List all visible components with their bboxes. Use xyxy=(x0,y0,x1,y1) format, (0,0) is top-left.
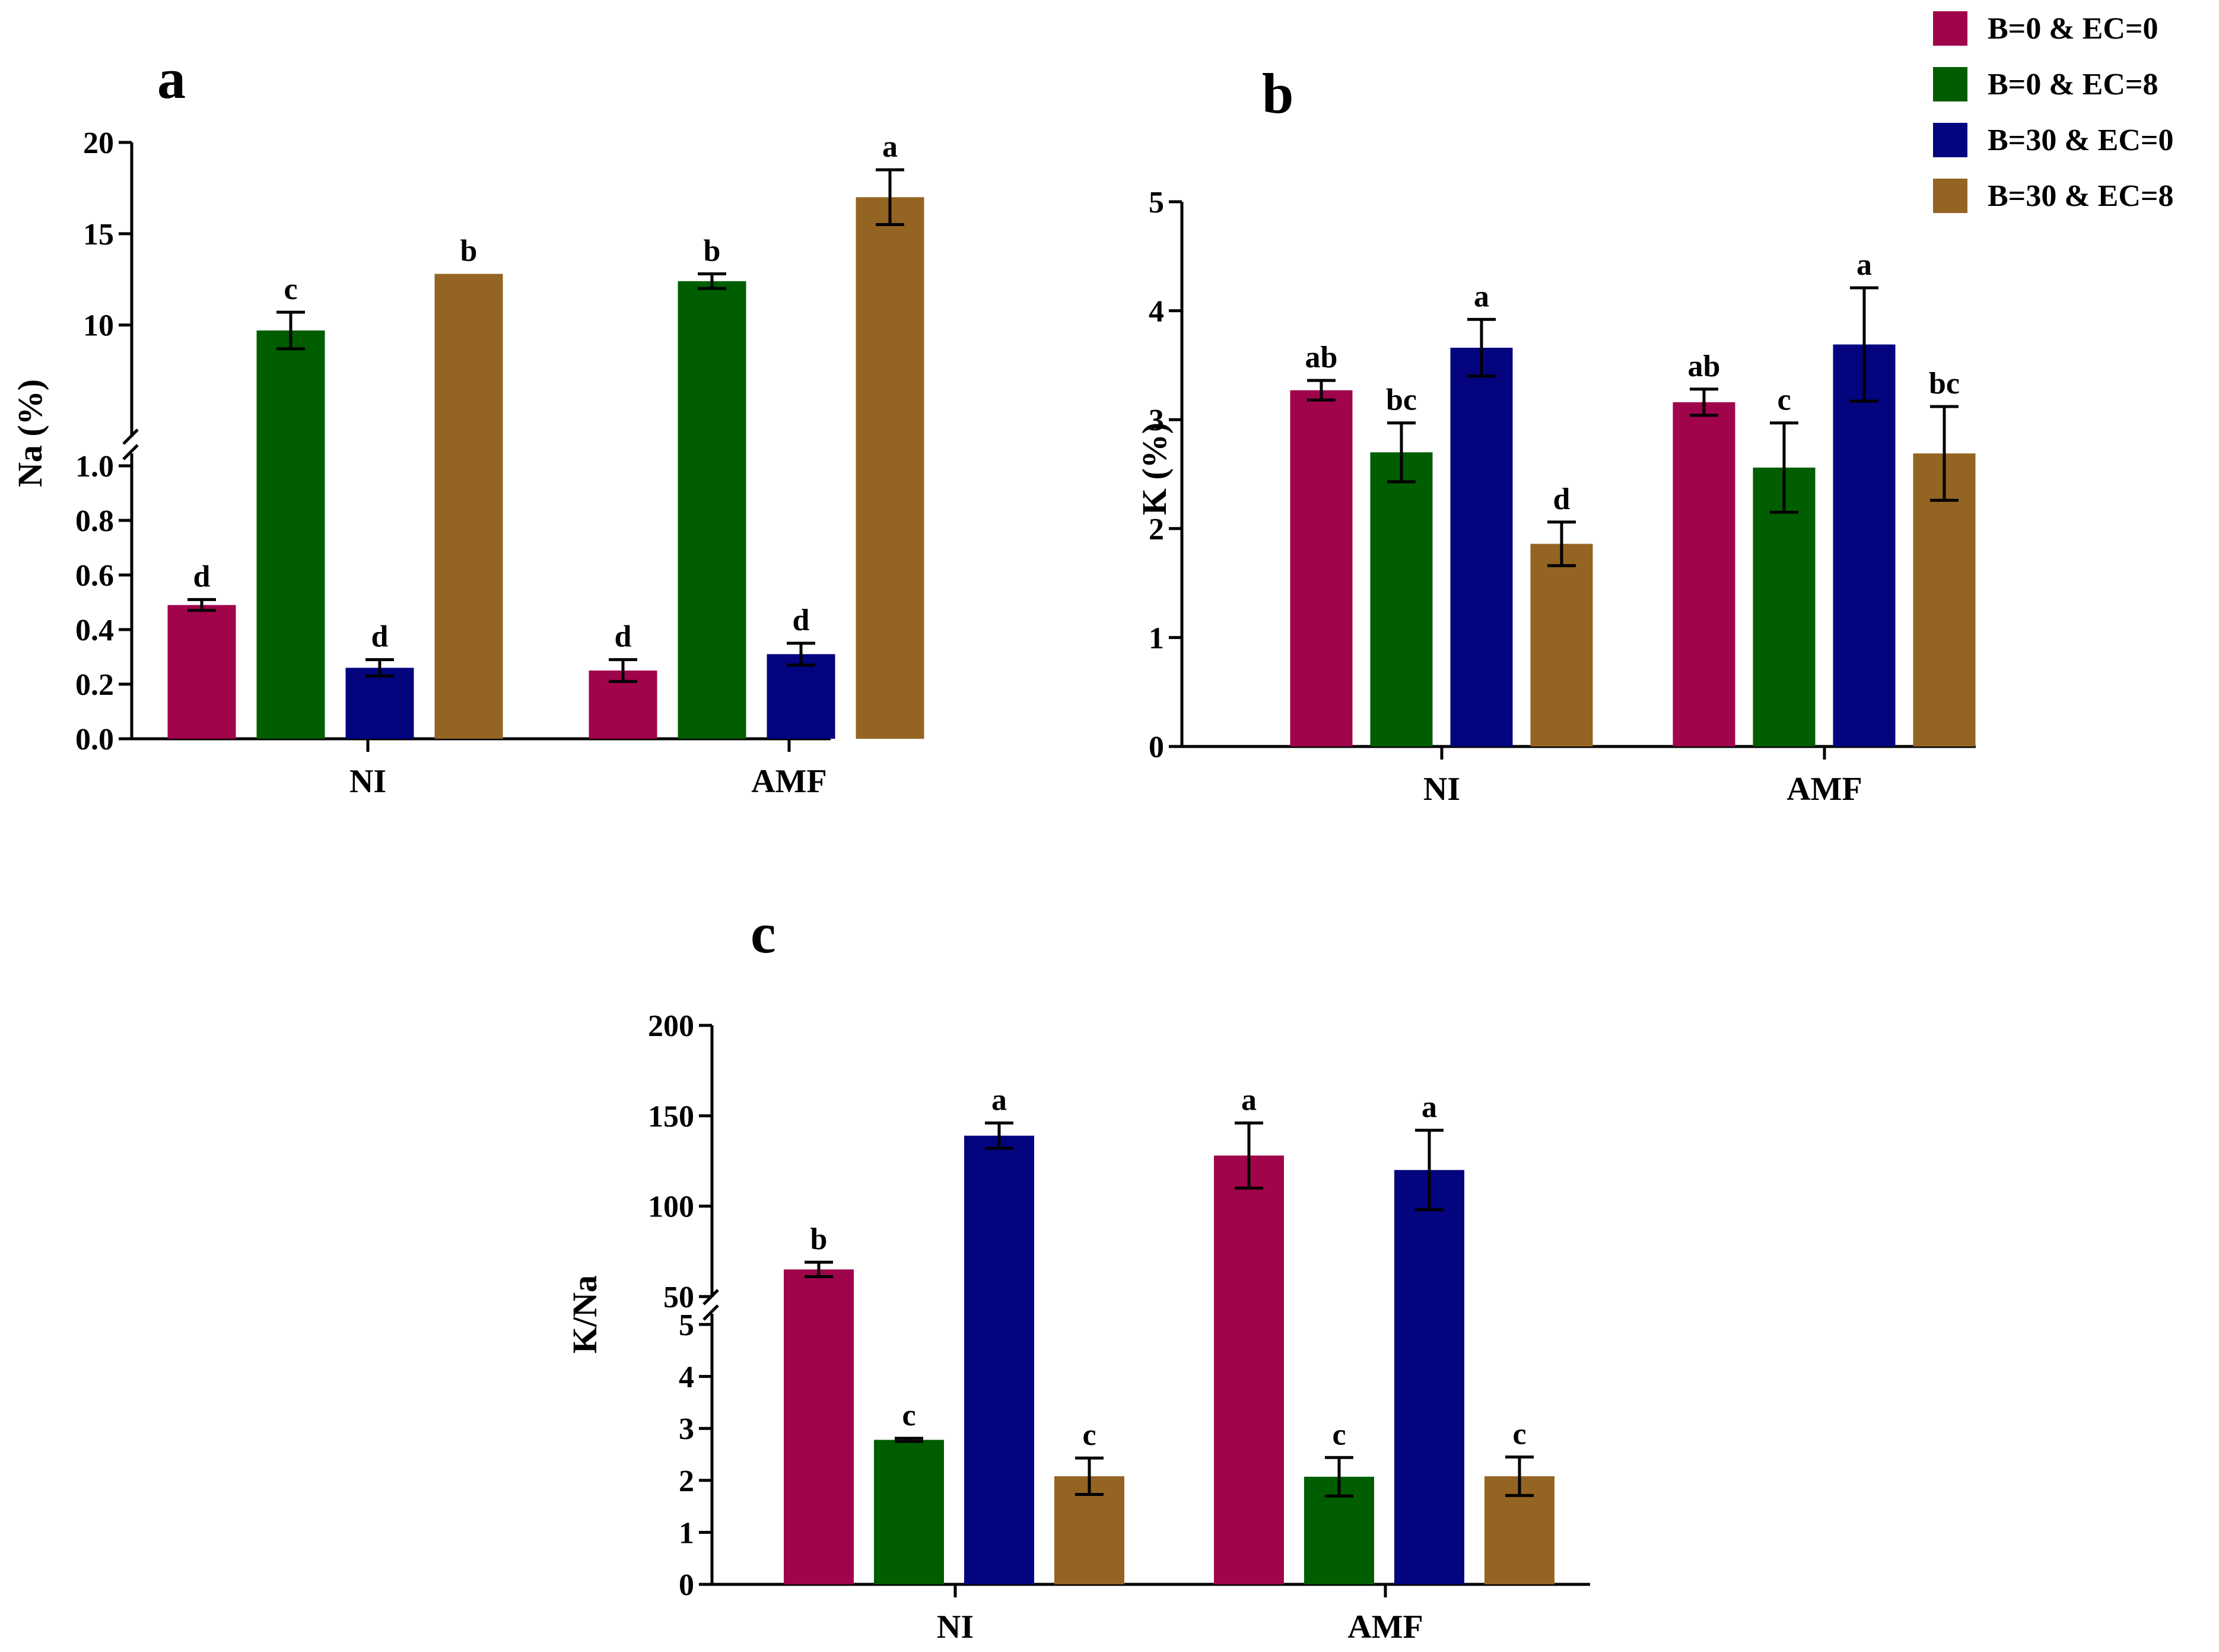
y-tick-label: 0.2 xyxy=(75,668,114,702)
x-tick-label: AMF xyxy=(751,763,827,800)
legend-swatch xyxy=(1933,11,1967,46)
panel-a: a 0.0 0.2 0.4 0.6 0.8 1.0 10 15 20 Na (%) NI AMF d d c b… xyxy=(11,47,924,800)
bar xyxy=(874,1440,944,1584)
significance-letter: a xyxy=(1422,1091,1437,1124)
significance-letter: d xyxy=(793,603,810,637)
bar xyxy=(1833,344,1896,746)
y-tick-label: 3 xyxy=(679,1412,694,1446)
legend-swatch xyxy=(1933,123,1967,157)
bar xyxy=(345,668,414,739)
significance-letter: bc xyxy=(1929,367,1960,401)
significance-letter: d xyxy=(1553,482,1571,516)
y-tick-label: 5 xyxy=(679,1308,694,1342)
significance-letter: c xyxy=(1512,1417,1526,1451)
significance-letter: d xyxy=(371,620,389,654)
y-tick-label: 150 xyxy=(648,1100,694,1133)
y-tick-label: 3 xyxy=(1149,404,1164,437)
significance-letter: c xyxy=(1777,383,1791,417)
panel-letter: a xyxy=(157,47,186,110)
significance-letter: a xyxy=(882,130,898,164)
y-tick-label: 100 xyxy=(648,1190,694,1224)
y-tick-label: 0 xyxy=(1149,730,1164,764)
y-tick-label: 0 xyxy=(679,1568,694,1602)
legend-swatch xyxy=(1933,67,1967,101)
y-axis-label: K (%) xyxy=(1135,422,1174,515)
y-tick-label: 1 xyxy=(679,1516,694,1550)
significance-letter: ab xyxy=(1688,350,1721,383)
y-tick-label: 1.0 xyxy=(75,450,114,484)
y-axis-label: K/Na xyxy=(565,1275,604,1354)
significance-letter: a xyxy=(991,1084,1007,1117)
x-tick-label: NI xyxy=(1423,771,1460,808)
axis-break-mark xyxy=(702,1304,719,1321)
significance-letter: a xyxy=(1241,1084,1257,1117)
y-tick-label: 10 xyxy=(83,309,114,343)
bar xyxy=(434,274,503,739)
legend-label: B=30 & EC=0 xyxy=(1988,123,2174,157)
y-tick-label: 0.6 xyxy=(75,559,114,593)
significance-letter: b xyxy=(460,234,478,268)
bar xyxy=(784,1269,854,1584)
significance-letter: c xyxy=(902,1399,915,1432)
bar xyxy=(1450,348,1513,746)
axis-break-mark xyxy=(122,444,139,460)
bar xyxy=(1673,402,1735,746)
y-tick-label: 15 xyxy=(83,218,114,252)
significance-letter: c xyxy=(1332,1418,1346,1451)
panel-c: c 0 1 2 3 4 550 100 150 200 K/Na NI AMF b a c c a a c c xyxy=(565,901,1590,1645)
significance-letter: ab xyxy=(1305,341,1338,374)
significance-letter: bc xyxy=(1386,383,1417,417)
y-tick-label: 2 xyxy=(679,1464,694,1498)
panel-letter: c xyxy=(751,901,776,965)
panel-b: b 0 1 2 3 4 5 K (%) NI AMF ab ab bc c a a d bc xyxy=(1135,62,1976,808)
y-tick-label: 0.4 xyxy=(75,614,114,647)
bar xyxy=(1913,453,1976,746)
y-tick-label: 2 xyxy=(1149,513,1164,547)
significance-letter: c xyxy=(1082,1418,1096,1452)
legend-label: B=30 & EC=8 xyxy=(1988,179,2174,213)
bar xyxy=(1214,1155,1284,1584)
bar xyxy=(1290,390,1353,746)
x-tick-label: AMF xyxy=(1786,771,1862,808)
bar xyxy=(167,605,236,739)
y-tick-label: 0.0 xyxy=(75,723,114,757)
bar xyxy=(964,1135,1034,1584)
bar xyxy=(1753,467,1816,746)
y-tick-label: 5 xyxy=(1149,186,1164,220)
bar xyxy=(1370,452,1433,746)
legend-label: B=0 & EC=0 xyxy=(1988,12,2158,46)
bar xyxy=(678,281,746,739)
y-tick-label: 4 xyxy=(679,1361,694,1394)
y-tick-label: 50 xyxy=(663,1281,694,1314)
axis-break-mark xyxy=(122,428,139,445)
y-tick-label: 1 xyxy=(1149,621,1164,655)
y-axis-label: Na (%) xyxy=(11,379,49,487)
y-tick-label: 4 xyxy=(1149,295,1164,329)
x-tick-label: NI xyxy=(937,1609,974,1645)
bar xyxy=(767,654,835,739)
significance-letter: d xyxy=(615,620,632,654)
legend: B=0 & EC=0 B=0 & EC=8 B=30 & EC=0 B=30 & EC… xyxy=(1933,11,2174,213)
y-tick-label: 0.8 xyxy=(75,504,114,538)
significance-letter: d xyxy=(193,560,211,593)
x-tick-label: AMF xyxy=(1347,1609,1423,1645)
legend-label: B=0 & EC=8 xyxy=(1988,68,2158,101)
significance-letter: a xyxy=(1474,279,1489,313)
bar xyxy=(256,330,325,739)
legend-swatch xyxy=(1933,179,1967,213)
y-tick-label: 20 xyxy=(83,126,114,160)
significance-letter: a xyxy=(1856,248,1872,282)
bar xyxy=(1394,1170,1464,1584)
bar xyxy=(1530,544,1593,746)
y-tick-label: 200 xyxy=(648,1009,694,1043)
significance-letter: b xyxy=(810,1222,828,1256)
bar xyxy=(856,197,924,739)
significance-letter: c xyxy=(284,272,297,306)
x-tick-label: NI xyxy=(349,763,386,800)
significance-letter: b xyxy=(704,234,721,268)
panel-letter: b xyxy=(1262,62,1293,125)
